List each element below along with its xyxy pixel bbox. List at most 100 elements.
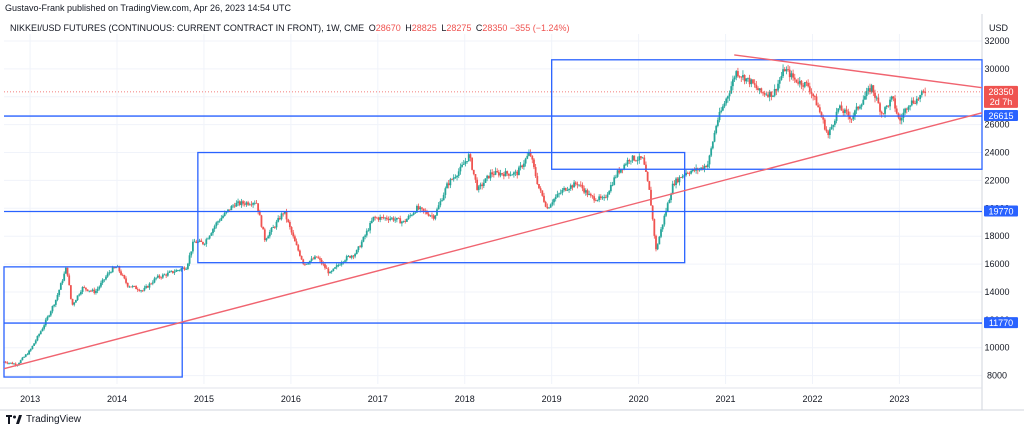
candle-body <box>258 211 261 216</box>
candle-body <box>599 196 602 199</box>
candle-body <box>788 69 791 78</box>
candle-body <box>66 267 69 276</box>
candle-body <box>849 115 851 119</box>
candle-body <box>645 164 647 172</box>
candle-body <box>818 107 821 113</box>
tradingview-footer: TradingView <box>6 414 81 425</box>
candle-body <box>327 268 330 274</box>
candle-body <box>665 211 667 216</box>
candle-body <box>148 283 151 288</box>
candle-body <box>681 175 684 178</box>
candle-body <box>521 165 524 167</box>
candle-body <box>329 271 331 274</box>
candle-body <box>904 108 906 113</box>
candle-body <box>422 208 425 211</box>
candle-body <box>278 218 281 220</box>
candle-body <box>588 193 591 195</box>
candle-body <box>536 176 539 185</box>
candle-body <box>434 215 437 219</box>
candle-body <box>6 362 9 364</box>
candle-body <box>227 209 229 212</box>
countdown-label-text: 2d 7h <box>990 97 1013 107</box>
candle-body <box>660 229 662 237</box>
candle-body <box>757 88 759 91</box>
candle-body <box>609 185 612 192</box>
candle-body <box>68 275 71 286</box>
candle-body <box>606 194 609 198</box>
candle-body <box>288 222 291 228</box>
candle-body <box>369 223 372 231</box>
candle-body <box>81 287 84 292</box>
candle-body <box>840 105 843 111</box>
candle-body <box>141 290 144 292</box>
candle-body <box>516 171 519 176</box>
candle-body <box>314 256 316 260</box>
candle-body <box>466 161 468 162</box>
candle-body <box>4 361 7 363</box>
candle-body <box>29 349 32 351</box>
candle-body <box>661 224 664 230</box>
candle-body <box>494 171 497 175</box>
candle-body <box>747 77 749 79</box>
x-tick-label: 2021 <box>716 394 736 404</box>
candle-body <box>252 203 254 205</box>
candle-body <box>700 167 703 170</box>
candle-body <box>8 362 10 364</box>
candle-body <box>850 118 853 120</box>
x-tick-label: 2017 <box>368 394 388 404</box>
candle-body <box>755 84 758 89</box>
candle-body <box>778 79 781 84</box>
candle-body <box>245 202 248 205</box>
candle-body <box>262 226 265 230</box>
candle-body <box>860 104 863 107</box>
candle-body <box>648 181 651 190</box>
candle-body <box>426 211 428 214</box>
candle-body <box>643 157 646 165</box>
candle-body <box>631 155 634 161</box>
candle-body <box>653 219 656 236</box>
candle-body <box>641 157 644 159</box>
candle-body <box>34 340 37 344</box>
candle-body <box>33 343 35 346</box>
candle-body <box>646 171 649 182</box>
candle-body <box>706 164 709 168</box>
candle-body <box>324 264 326 268</box>
candle-body <box>218 220 221 222</box>
low-label: L <box>441 23 447 33</box>
candle-body <box>431 215 433 217</box>
candle-body <box>217 221 219 223</box>
candle-body <box>519 165 522 168</box>
candle-body <box>625 164 627 166</box>
candle-body <box>377 217 380 220</box>
candle-body <box>268 231 271 237</box>
candle-body <box>633 155 636 161</box>
candle-body <box>362 236 365 242</box>
candle-body <box>685 172 687 176</box>
candle-body <box>847 111 850 116</box>
candle-body <box>760 88 763 93</box>
candle-body <box>909 105 912 107</box>
candle-body <box>80 291 82 295</box>
candle-body <box>456 175 458 178</box>
candle-body <box>95 291 97 293</box>
candle-body <box>710 148 713 156</box>
candle-body <box>273 227 276 228</box>
candle-body <box>118 266 121 272</box>
change-value: −355 (−1.24%) <box>509 23 570 33</box>
candle-body <box>783 69 786 72</box>
candle-body <box>86 289 89 291</box>
candle-body <box>877 97 880 104</box>
high-value: 28825 <box>411 23 437 33</box>
candle-body <box>390 217 393 219</box>
candle-body <box>805 82 808 84</box>
candle-body <box>576 184 579 186</box>
candle-body <box>656 244 659 250</box>
candle-body <box>640 156 642 159</box>
candle-body <box>48 315 51 317</box>
candle-body <box>787 69 789 71</box>
candle-body <box>432 215 435 219</box>
candle-body <box>335 265 338 268</box>
candle-body <box>9 362 12 364</box>
candle-body <box>568 189 570 191</box>
